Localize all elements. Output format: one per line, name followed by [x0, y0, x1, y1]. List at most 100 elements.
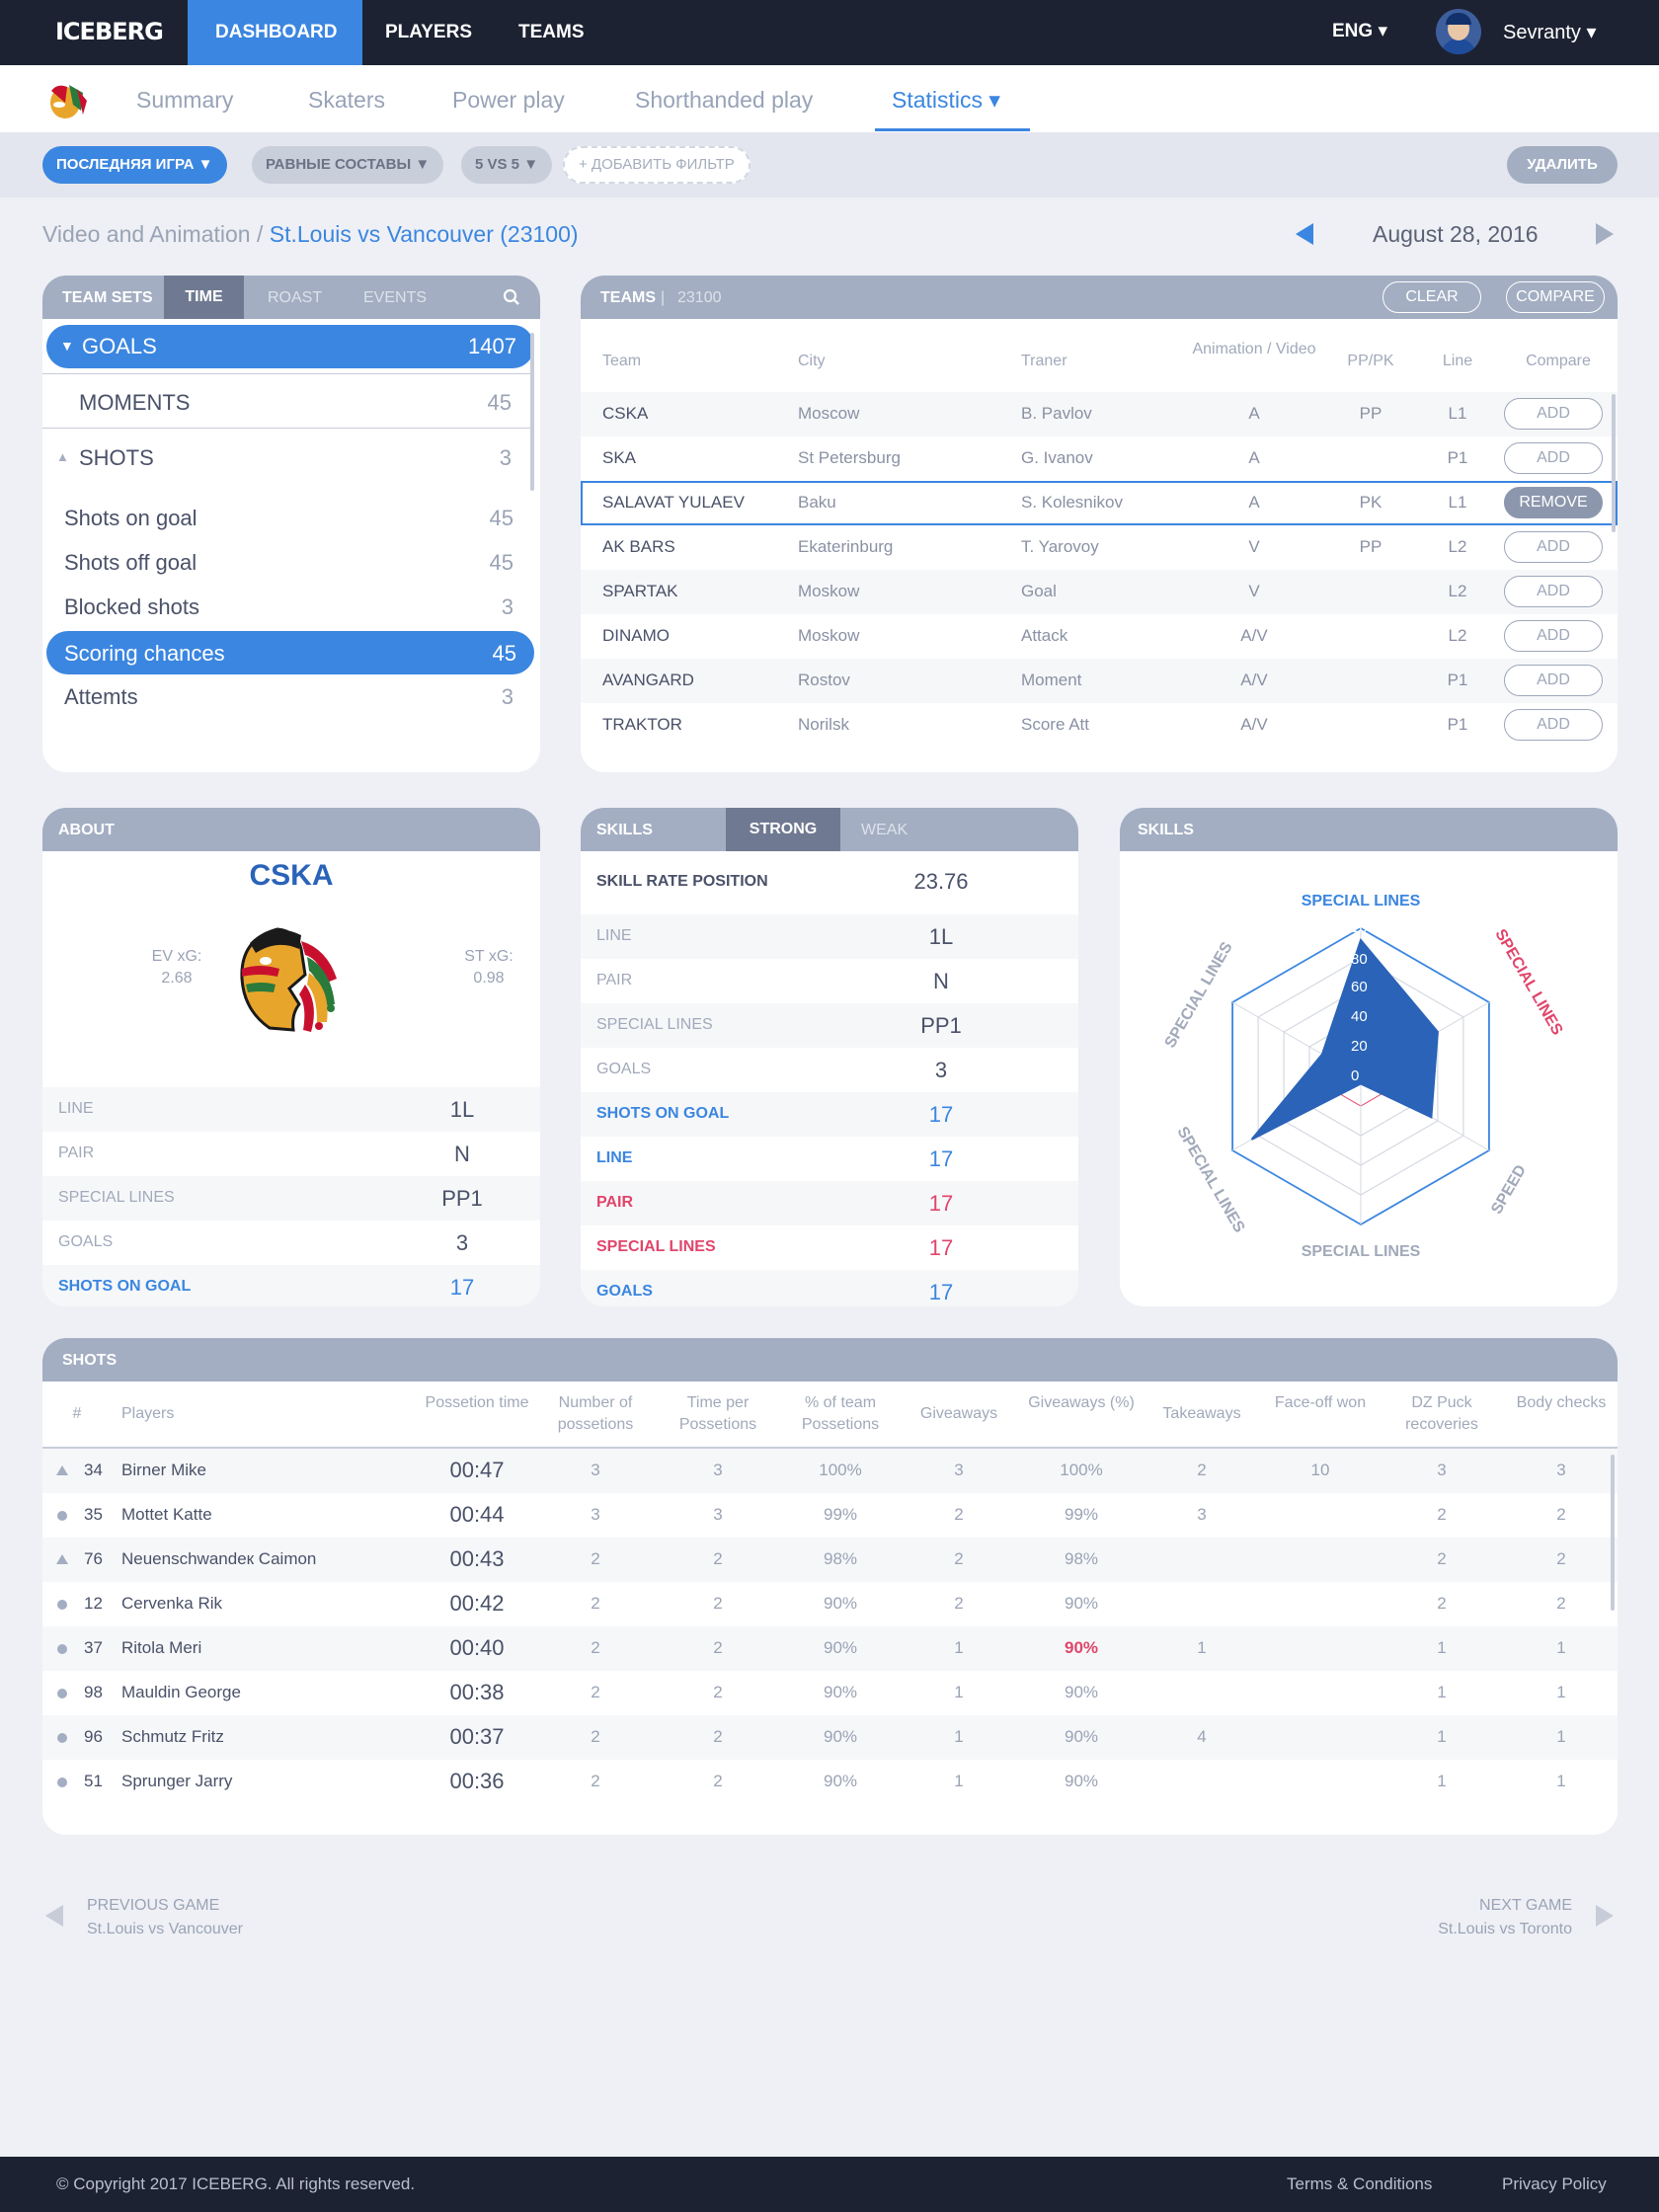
scrollbar[interactable] [1612, 394, 1616, 532]
stat-row: LINE 1L [581, 914, 1078, 959]
status-dot-icon [57, 1689, 67, 1698]
user-menu[interactable]: Sevranty ▾ [1503, 22, 1597, 43]
player-name[interactable]: Cervenka Rik [121, 1594, 223, 1613]
list-item[interactable]: Blocked shots 3 [42, 585, 531, 628]
stat-cell: 100% [819, 1461, 862, 1479]
list-item[interactable]: Attemts 3 [42, 674, 531, 718]
tab-skills[interactable]: SKILLS [596, 822, 653, 838]
prev-date-icon[interactable] [1296, 223, 1313, 245]
tab-summary[interactable]: Summary [136, 87, 234, 113]
stat-row: GOALS 17 [581, 1270, 1078, 1306]
add-button[interactable]: ADD [1504, 620, 1603, 652]
player-name[interactable]: Sprunger Jarry [121, 1772, 233, 1790]
player-name[interactable]: Schmutz Fritz [121, 1727, 224, 1746]
table-row[interactable]: 76 Neuenschwandeк Caimon 00:43 2 2 98% 2 98% 2 2 [42, 1538, 1618, 1582]
filter-last-game[interactable]: ПОСЛЕДНЯЯ ИГРА ▼ [42, 146, 227, 184]
clear-button[interactable]: CLEAR [1382, 281, 1481, 313]
nav-players[interactable]: PLAYERS [385, 22, 472, 42]
table-row[interactable]: 35 Mottet Katte 00:44 3 3 99% 2 99% 3 2 2 [42, 1493, 1618, 1538]
stat-cell: 1 [1197, 1638, 1207, 1657]
tab-roast[interactable]: ROAST [268, 289, 323, 306]
filter-equal-strength[interactable]: РАВНЫЕ СОСТАВЫ ▼ [252, 146, 444, 184]
cell-trainer: S. Kolesnikov [1021, 493, 1123, 512]
player-name[interactable]: Mottet Katte [121, 1505, 212, 1524]
table-row[interactable]: 51 Sprunger Jarry 00:36 2 2 90% 1 90% 1 1 [42, 1760, 1618, 1804]
tab-power-play[interactable]: Power play [452, 87, 565, 113]
table-row[interactable]: 34 Birner Mike 00:47 3 3 100% 3 100% 2 10 3 3 [42, 1449, 1618, 1493]
table-row[interactable]: SPARTAK Moskow Goal V L2 ADD [581, 570, 1618, 614]
stat-label: GOALS [58, 1233, 114, 1250]
tab-shorthanded-play[interactable]: Shorthanded play [635, 87, 814, 113]
cell-av: A [1248, 404, 1260, 423]
list-item[interactable]: Scoring chances 45 [46, 631, 534, 674]
moments-row[interactable]: MOMENTS 45 [42, 373, 531, 429]
filter-5vs5[interactable]: 5 VS 5 ▼ [461, 146, 553, 184]
table-row[interactable]: 98 Mauldin George 00:38 2 2 90% 1 90% 1 1 [42, 1671, 1618, 1715]
table-row[interactable]: SKA St Petersburg G. Ivanov A P1 ADD [581, 436, 1618, 481]
language-select[interactable]: ENG ▾ [1332, 21, 1387, 41]
player-name[interactable]: Mauldin George [121, 1683, 241, 1701]
table-row[interactable]: TRAKTOR Norilsk Score Att A/V P1 ADD [581, 703, 1618, 748]
remove-button[interactable]: REMOVE [1504, 487, 1603, 518]
stat-cell: 2 [591, 1683, 600, 1701]
table-row[interactable]: CSKA Moscow B. Pavlov A PP L1 ADD [581, 392, 1618, 436]
player-name[interactable]: Ritola Meri [121, 1638, 202, 1657]
player-number: 34 [84, 1461, 103, 1479]
add-button[interactable]: ADD [1504, 531, 1603, 563]
add-button[interactable]: ADD [1504, 665, 1603, 696]
radar-axis-label: SPECIAL LINES [1173, 1124, 1247, 1235]
cell-av: V [1248, 582, 1260, 600]
tab-events[interactable]: EVENTS [363, 289, 428, 306]
next-game-icon[interactable] [1596, 1905, 1614, 1927]
add-button[interactable]: ADD [1504, 709, 1603, 741]
tab-strong[interactable]: STRONG [726, 808, 840, 851]
table-row[interactable]: 37 Ritola Meri 00:40 2 2 90% 1 90% 1 1 1 [42, 1626, 1618, 1671]
compare-button[interactable]: COMPARE [1506, 281, 1605, 313]
tab-weak[interactable]: WEAK [861, 822, 908, 838]
prev-game-link[interactable]: PREVIOUS GAME St.Louis vs Vancouver [87, 1897, 244, 1937]
prev-game-icon[interactable] [45, 1905, 63, 1927]
cell-line: L1 [1448, 493, 1467, 512]
delete-button[interactable]: УДАЛИТЬ [1507, 146, 1618, 184]
stat-value: 17 [928, 1191, 954, 1216]
stat-label: LINE [596, 1149, 633, 1166]
cell-line: P1 [1447, 671, 1468, 689]
add-filter-button[interactable]: + ДОБАВИТЬ ФИЛЬТР [563, 146, 750, 184]
search-icon[interactable] [503, 288, 520, 306]
scrollbar[interactable] [1611, 1455, 1615, 1611]
stat-value: PP1 [441, 1186, 483, 1211]
table-row[interactable]: 12 Cervenka Rik 00:42 2 2 90% 2 90% 2 2 [42, 1582, 1618, 1626]
logo: ICEBERG [55, 18, 164, 45]
player-name[interactable]: Birner Mike [121, 1461, 206, 1479]
cell-pp: PK [1359, 493, 1382, 512]
avatar[interactable] [1436, 9, 1481, 54]
table-row[interactable]: AVANGARD Rostov Moment A/V P1 ADD [581, 659, 1618, 703]
table-row[interactable]: DINAMO Moskow Attack A/V L2 ADD [581, 614, 1618, 659]
cell-city: St Petersburg [798, 448, 901, 467]
list-item[interactable]: Shots on goal 45 [42, 496, 531, 539]
tab-time[interactable]: TIME [164, 276, 244, 319]
terms-link[interactable]: Terms & Conditions [1287, 2174, 1433, 2193]
table-row[interactable]: SALAVAT YULAEV Baku S. Kolesnikov A PK L1 REMO… [581, 481, 1618, 525]
add-button[interactable]: ADD [1504, 576, 1603, 607]
privacy-link[interactable]: Privacy Policy [1502, 2174, 1607, 2193]
player-name[interactable]: Neuenschwandeк Caimon [121, 1549, 317, 1568]
goals-row[interactable]: ▼ GOALS 1407 [46, 325, 534, 368]
table-row[interactable]: 96 Schmutz Fritz 00:37 2 2 90% 1 90% 4 1 1 [42, 1715, 1618, 1760]
tab-statistics[interactable]: Statistics ▾ [892, 87, 1000, 113]
list-item[interactable]: Shots off goal 45 [42, 540, 531, 584]
add-button[interactable]: ADD [1504, 442, 1603, 474]
add-button[interactable]: ADD [1504, 398, 1603, 430]
breadcrumb-root[interactable]: Video and Animation / [42, 221, 270, 247]
table-row[interactable]: AK BARS Ekaterinburg T. Yarovoy V PP L2 ADD [581, 525, 1618, 570]
nav-dashboard[interactable]: DASHBOARD [188, 0, 362, 65]
nav-teams[interactable]: TEAMS [518, 22, 585, 42]
stat-cell: 99% [1064, 1505, 1099, 1524]
cell-trainer: Score Att [1021, 715, 1089, 734]
tab-team-sets[interactable]: TEAM SETS [62, 289, 153, 306]
tab-skaters[interactable]: Skaters [308, 87, 385, 113]
next-game-link[interactable]: NEXT GAME St.Louis vs Toronto [1438, 1897, 1572, 1937]
scrollbar[interactable] [530, 333, 534, 491]
next-date-icon[interactable] [1596, 223, 1614, 245]
shots-row[interactable]: ▲ SHOTS 3 [56, 445, 512, 470]
